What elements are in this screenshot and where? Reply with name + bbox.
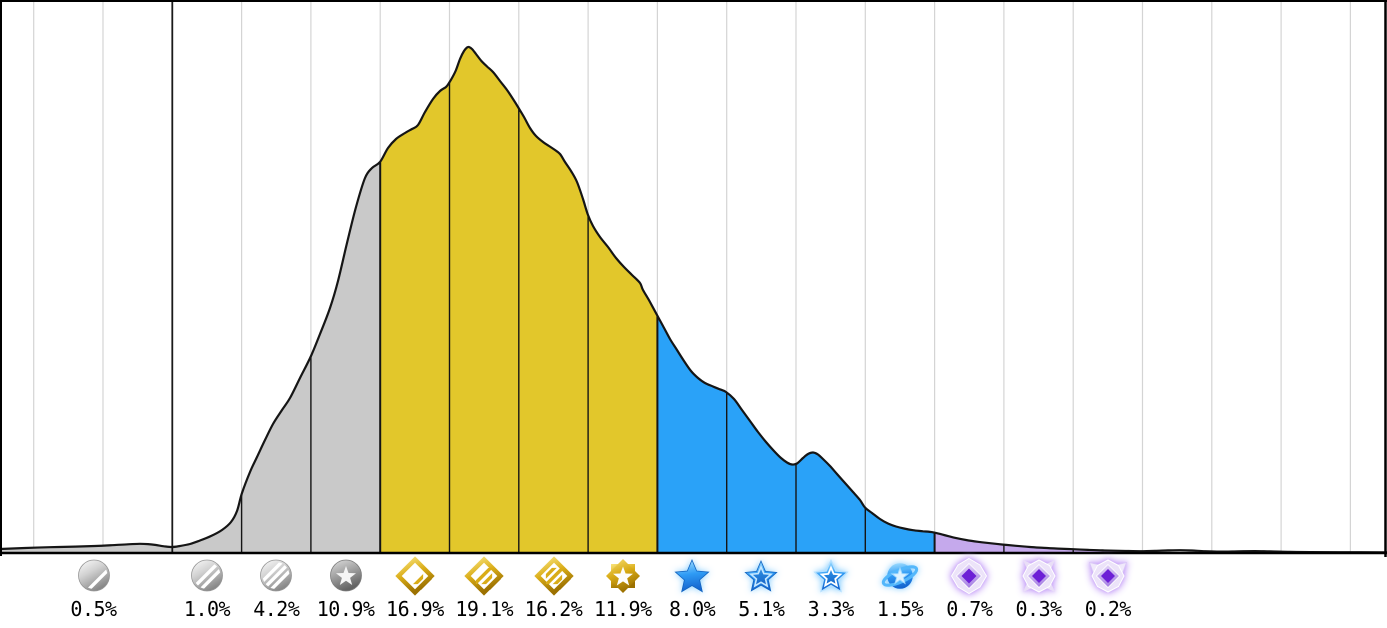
rank-percentage-label: 0.5% <box>70 597 117 621</box>
distribution-area-blue <box>796 452 866 553</box>
gold-octagram-star-icon <box>603 556 643 596</box>
silver-circle-1-stripe-icon <box>74 556 114 596</box>
distribution-area-gold <box>518 108 589 553</box>
rank-percentage-label: 1.0% <box>183 597 231 621</box>
purple-gem-spikes-icon <box>1019 556 1059 596</box>
rank-item: 5.1% <box>721 556 801 619</box>
distribution-area-gold <box>449 46 519 553</box>
distribution-curve-plot <box>0 0 1387 557</box>
silver-circle-2-stripes-icon <box>187 556 227 596</box>
rank-item: 16.2% <box>514 556 594 619</box>
rank-percentage-label: 0.2% <box>1084 597 1132 621</box>
rank-percentage-label: 16.2% <box>524 597 583 621</box>
rank-item: 16.9% <box>375 556 455 619</box>
blue-planet-ring-star-icon <box>880 556 920 596</box>
rank-percentage-label: 19.1% <box>455 597 514 621</box>
distribution-area-silver <box>172 494 242 553</box>
rank-item: 0.7% <box>929 556 1009 619</box>
rank-item: 0.5% <box>54 556 134 619</box>
rank-percentage-label: 5.1% <box>738 597 785 621</box>
rank-item: 19.1% <box>444 556 524 619</box>
distribution-area-blue <box>726 392 797 553</box>
distribution-area-blue <box>657 315 727 553</box>
blue-star-inner-outline-icon <box>741 556 781 596</box>
purple-gem-winged-icon <box>1088 556 1128 596</box>
rank-percentage-label: 8.0% <box>669 597 716 621</box>
distribution-curve <box>0 45 1387 554</box>
gold-diamond-1-stripe-icon <box>395 556 435 596</box>
distribution-area-gold <box>588 215 658 553</box>
rank-item: 1.0% <box>167 556 247 619</box>
silver-circle-star-icon <box>326 556 366 596</box>
rank-item: 4.2% <box>236 556 316 619</box>
blue-star-double-outline-icon <box>811 556 851 596</box>
rank-item: 3.3% <box>791 556 871 619</box>
tier-fills <box>0 46 1143 553</box>
rank-percentage-label: 11.9% <box>593 597 652 621</box>
chart-border <box>0 0 1387 557</box>
distribution-area-gold <box>380 82 450 553</box>
purple-gem-icon <box>949 556 989 596</box>
rank-item: 11.9% <box>583 556 663 619</box>
distribution-area-silver <box>0 543 173 553</box>
gold-diamond-3-stripes-icon <box>533 556 574 596</box>
rank-percentage-label: 10.9% <box>316 597 375 621</box>
blue-star-icon <box>672 556 712 596</box>
distribution-area-blue <box>865 507 935 553</box>
rank-item: 0.2% <box>1068 556 1148 619</box>
rank-percentage-label: 3.3% <box>807 597 855 621</box>
rank-percentage-label: 0.3% <box>1015 597 1063 621</box>
rank-percentage-label: 16.9% <box>386 597 444 621</box>
rank-item: 0.3% <box>999 556 1079 619</box>
rank-item: 8.0% <box>652 556 732 619</box>
rank-item: 10.9% <box>306 556 386 619</box>
rank-item: 1.5% <box>860 556 940 619</box>
gold-diamond-2-stripes-icon <box>464 556 504 596</box>
rank-percentage-label: 1.5% <box>876 597 924 621</box>
gridlines <box>33 0 1352 553</box>
rank-percentage-label: 0.7% <box>946 597 993 621</box>
rank-boundary-lines <box>171 82 1144 553</box>
silver-circle-3-stripes-icon <box>256 556 296 596</box>
rank-percentage-label: 4.2% <box>253 597 300 621</box>
distribution-area-silver <box>241 356 311 553</box>
distribution-area-silver <box>310 161 381 553</box>
